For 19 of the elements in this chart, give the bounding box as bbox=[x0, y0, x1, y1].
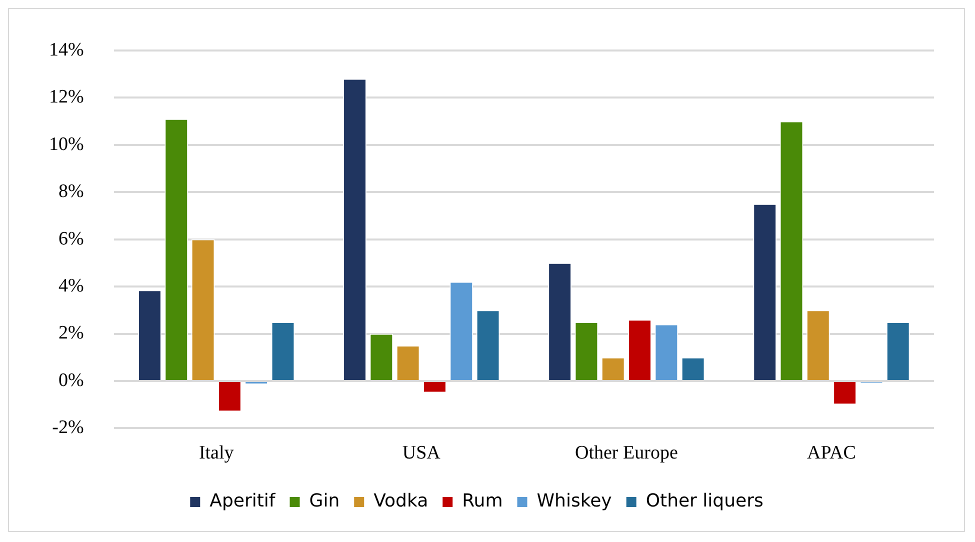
x-tick-label: USA bbox=[402, 442, 441, 464]
legend-label: Gin bbox=[309, 490, 340, 512]
y-tick-label: 4% bbox=[58, 276, 84, 297]
legend-label: Aperitif bbox=[210, 490, 276, 512]
legend-label: Whiskey bbox=[536, 490, 612, 512]
legend-label: Other liquers bbox=[646, 490, 764, 512]
y-tick-label: 10% bbox=[49, 134, 84, 155]
legend-label: Vodka bbox=[374, 490, 428, 512]
y-tick-label: 14% bbox=[49, 39, 84, 60]
x-tick-label: Other Europe bbox=[574, 442, 678, 464]
x-tick-label: APAC bbox=[807, 442, 856, 464]
y-tick-label: 12% bbox=[49, 86, 84, 108]
y-tick-label: 2% bbox=[58, 322, 84, 344]
y-tick-label: 6% bbox=[58, 228, 84, 250]
y-tick-label: -2% bbox=[52, 417, 84, 438]
y-tick-label: 0% bbox=[58, 370, 84, 391]
x-tick-label: Italy bbox=[198, 442, 234, 464]
y-tick-label: 8% bbox=[58, 181, 84, 202]
legend-label: Rum bbox=[462, 490, 503, 512]
